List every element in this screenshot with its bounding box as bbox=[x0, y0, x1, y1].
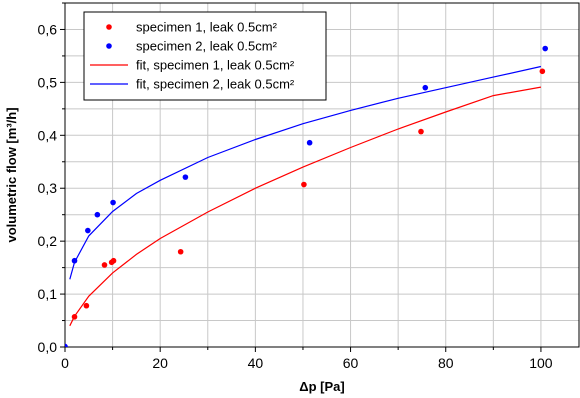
x-tick-label: 40 bbox=[248, 355, 264, 371]
data-point bbox=[85, 227, 91, 234]
legend-item: specimen 2, leak 0.5cm² bbox=[106, 39, 278, 54]
series-1 bbox=[71, 68, 546, 320]
data-point bbox=[542, 45, 549, 52]
x-axis-title: Δp [Pa] bbox=[299, 379, 344, 394]
x-tick-labels: 0 20 40 60 80 100 bbox=[61, 355, 553, 371]
x-tick-label: 0 bbox=[61, 355, 69, 371]
y-tick-label: 0,5 bbox=[38, 74, 58, 90]
x-tick-label: 80 bbox=[438, 355, 454, 371]
x-tick-label: 60 bbox=[343, 355, 359, 371]
legend-label: fit, specimen 1, leak 0.5cm² bbox=[136, 58, 295, 73]
series-3 bbox=[69, 86, 542, 327]
y-tick-labels: 0,0 0,1 0,2 0,3 0,4 0,5 0,6 bbox=[38, 21, 58, 355]
legend-marker-swatch bbox=[106, 24, 112, 30]
data-point bbox=[94, 211, 101, 218]
y-tick-label: 0,3 bbox=[38, 180, 58, 196]
axis-ticks bbox=[60, 2, 542, 352]
series-group bbox=[65, 45, 549, 347]
data-point bbox=[110, 199, 116, 206]
data-point bbox=[101, 262, 108, 268]
fit-line bbox=[69, 86, 542, 327]
y-tick-label: 0,2 bbox=[38, 233, 58, 249]
legend-item: specimen 1, leak 0.5cm² bbox=[106, 20, 278, 35]
series-2 bbox=[65, 45, 549, 347]
data-point bbox=[83, 302, 90, 309]
data-point bbox=[306, 139, 313, 146]
legend: specimen 1, leak 0.5cm² specimen 2, leak … bbox=[83, 11, 327, 101]
y-axis-title: volumetric flow [m³/h] bbox=[4, 107, 19, 242]
legend-box bbox=[83, 11, 327, 101]
data-point bbox=[422, 84, 429, 91]
y-tick-label: 0,0 bbox=[38, 339, 58, 355]
fit-line bbox=[69, 65, 542, 280]
legend-item: fit, specimen 2, leak 0.5cm² bbox=[90, 77, 295, 92]
data-point bbox=[182, 174, 189, 180]
data-point bbox=[110, 257, 117, 264]
data-point bbox=[177, 248, 184, 255]
data-point bbox=[301, 181, 307, 188]
data-point bbox=[418, 128, 424, 135]
x-tick-label: 100 bbox=[529, 355, 553, 371]
legend-item: fit, specimen 1, leak 0.5cm² bbox=[90, 58, 295, 73]
legend-label: fit, specimen 2, leak 0.5cm² bbox=[136, 77, 295, 92]
series-4 bbox=[69, 65, 542, 280]
x-tick-label: 20 bbox=[152, 355, 168, 371]
data-point bbox=[539, 68, 546, 75]
y-tick-label: 0,6 bbox=[38, 21, 58, 37]
legend-label: specimen 1, leak 0.5cm² bbox=[136, 20, 278, 35]
plot-frame bbox=[64, 2, 580, 348]
data-point bbox=[65, 343, 68, 347]
y-tick-label: 0,1 bbox=[38, 286, 58, 302]
legend-marker-swatch bbox=[106, 43, 112, 49]
legend-label: specimen 2, leak 0.5cm² bbox=[136, 39, 278, 54]
y-tick-label: 0,4 bbox=[38, 127, 58, 143]
